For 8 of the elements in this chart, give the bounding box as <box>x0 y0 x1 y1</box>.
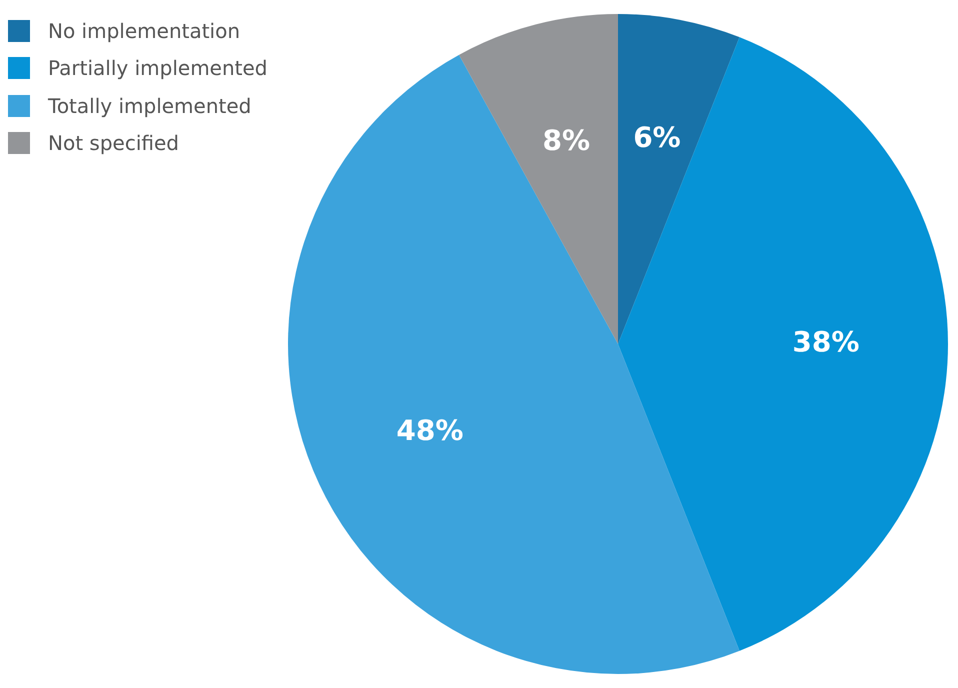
data-label: 38% <box>792 325 860 358</box>
legend-label: No implementation <box>48 18 240 43</box>
legend-label: Not specified <box>48 131 179 156</box>
legend-label: Totally implemented <box>48 94 252 118</box>
data-label: 8% <box>542 124 590 157</box>
legend-label: Partially implemented <box>48 56 268 80</box>
data-label: 6% <box>633 121 681 154</box>
data-label: 48% <box>396 414 464 447</box>
